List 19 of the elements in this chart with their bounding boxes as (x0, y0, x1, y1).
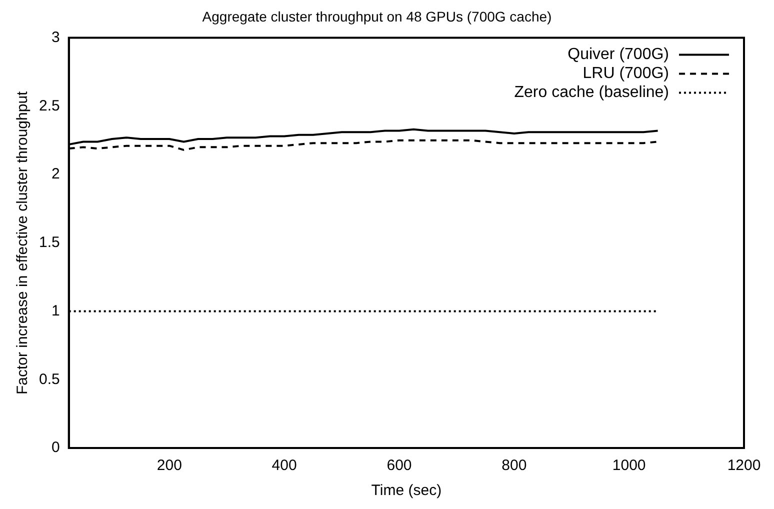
y-tick-label: 2 (52, 166, 60, 183)
x-tick-label: 200 (156, 457, 182, 474)
y-axis-title: Factor increase in effective cluster throughput (14, 90, 32, 395)
y-tick-label: 1.5 (38, 234, 60, 252)
x-tick-label: 1200 (727, 457, 761, 474)
x-tick-label: 800 (502, 457, 527, 474)
y-tick-label: 0 (52, 439, 60, 456)
y-tick-label: 3 (52, 28, 60, 46)
x-tick-label: 1000 (612, 457, 646, 474)
x-tick-label: 600 (386, 457, 412, 474)
y-tick-label: 0.5 (38, 370, 60, 388)
chart-title: Aggregate cluster throughput on 48 GPUs (700G cache) (202, 8, 552, 24)
legend-label: LRU (700G) (582, 65, 669, 82)
y-tick-label: 2.5 (38, 97, 60, 114)
x-axis-title: Time (sec) (371, 482, 442, 500)
x-tick-label: 400 (272, 457, 297, 474)
y-tick-label: 1 (52, 302, 60, 320)
legend-label: Quiver (700G) (568, 46, 669, 64)
legend-label: Zero cache (baseline) (514, 84, 669, 102)
